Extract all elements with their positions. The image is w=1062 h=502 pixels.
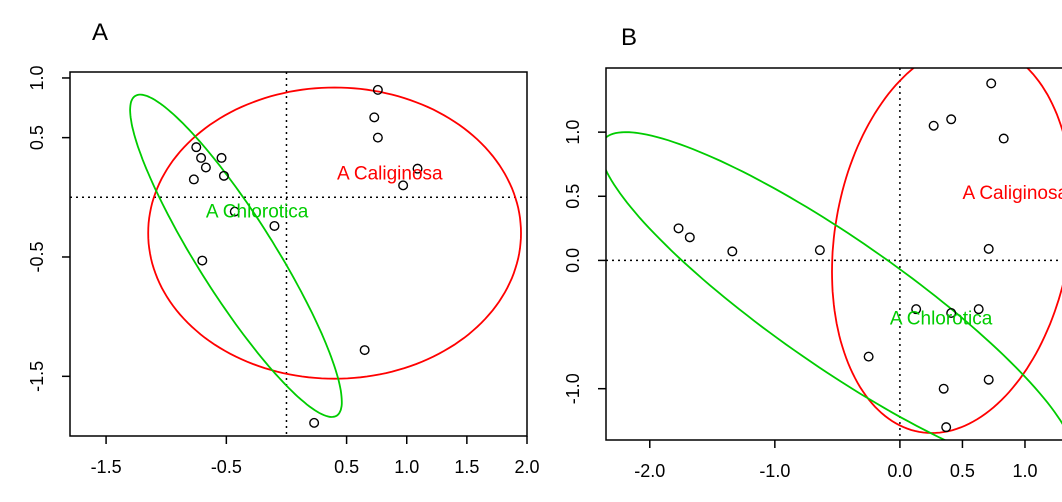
x-tick-label-b: 0.5 — [950, 461, 975, 481]
data-point-b — [983, 374, 994, 385]
label-a-caliginosa-b: A Caliginosa — [962, 183, 1062, 204]
data-point-a — [200, 162, 211, 173]
data-point-a — [216, 152, 227, 163]
data-point-b — [863, 351, 874, 362]
y-tick-label-a: 1.0 — [27, 65, 47, 90]
plot-frame-b — [605, 67, 1062, 441]
label-a-caliginosa-a: A Caliginosa — [337, 163, 443, 184]
data-point-b — [983, 243, 994, 254]
plot-frame-a — [69, 71, 528, 437]
y-tick-label-a: 0.5 — [27, 125, 47, 150]
data-point-a — [269, 220, 280, 231]
data-point-a — [229, 206, 240, 217]
data-point-b — [684, 232, 695, 243]
data-point-b — [973, 304, 984, 315]
data-point-b — [673, 223, 684, 234]
data-point-a — [218, 170, 229, 181]
data-point-a — [188, 174, 199, 185]
x-tick-label-a: 1.5 — [454, 457, 479, 477]
panel-label-a: A — [92, 19, 108, 46]
data-point-b — [946, 308, 957, 319]
x-tick-label-a: 0.5 — [334, 457, 359, 477]
data-point-b — [911, 304, 922, 315]
x-tick-label-b: -2.0 — [634, 461, 665, 481]
x-tick-label-a: 1.0 — [394, 457, 419, 477]
ellipse-a-caliginosa-a — [147, 86, 522, 380]
data-point-a — [197, 255, 208, 266]
x-tick-label-b: 0.0 — [887, 461, 912, 481]
x-tick-label-a: -0.5 — [211, 457, 242, 477]
ellipse-a-chlorotica-a — [129, 93, 343, 418]
data-point-a — [369, 112, 380, 123]
x-tick-label-a: -1.5 — [91, 457, 122, 477]
plot-area-a — [70, 72, 527, 436]
data-point-a — [372, 132, 383, 143]
panel-label-b: B — [621, 24, 637, 51]
data-point-a — [191, 142, 202, 153]
data-point-b — [946, 114, 957, 125]
data-point-b — [998, 133, 1009, 144]
x-tick-label-b: -1.0 — [759, 461, 790, 481]
y-tick-label-a: -0.5 — [27, 241, 47, 272]
y-tick-label-b: 0.5 — [563, 184, 583, 209]
data-point-a — [398, 180, 409, 191]
label-a-chlorotica-b: A Chlorotica — [890, 309, 993, 330]
data-point-b — [814, 245, 825, 256]
data-point-b — [938, 383, 949, 394]
data-point-a — [309, 417, 320, 428]
data-point-a — [372, 84, 383, 95]
x-tick-label-b: 1.0 — [1012, 461, 1037, 481]
data-point-a — [196, 152, 207, 163]
data-point-a — [359, 345, 370, 356]
plot-area-b — [606, 68, 1062, 440]
y-tick-label-b: 0.0 — [563, 248, 583, 273]
y-tick-label-a: -1.5 — [27, 361, 47, 392]
data-point-b — [986, 78, 997, 89]
y-tick-label-b: 1.0 — [563, 120, 583, 145]
ellipse-a-chlorotica-b — [606, 131, 1062, 440]
label-a-chlorotica-a: A Chlorotica — [206, 202, 309, 223]
data-point-b — [928, 120, 939, 131]
data-point-a — [412, 163, 423, 174]
data-point-b — [941, 422, 952, 433]
y-tick-label-b: -1.0 — [563, 373, 583, 404]
ellipse-a-caliginosa-b — [831, 68, 1062, 434]
data-point-b — [727, 246, 738, 257]
x-tick-label-a: 2.0 — [514, 457, 539, 477]
